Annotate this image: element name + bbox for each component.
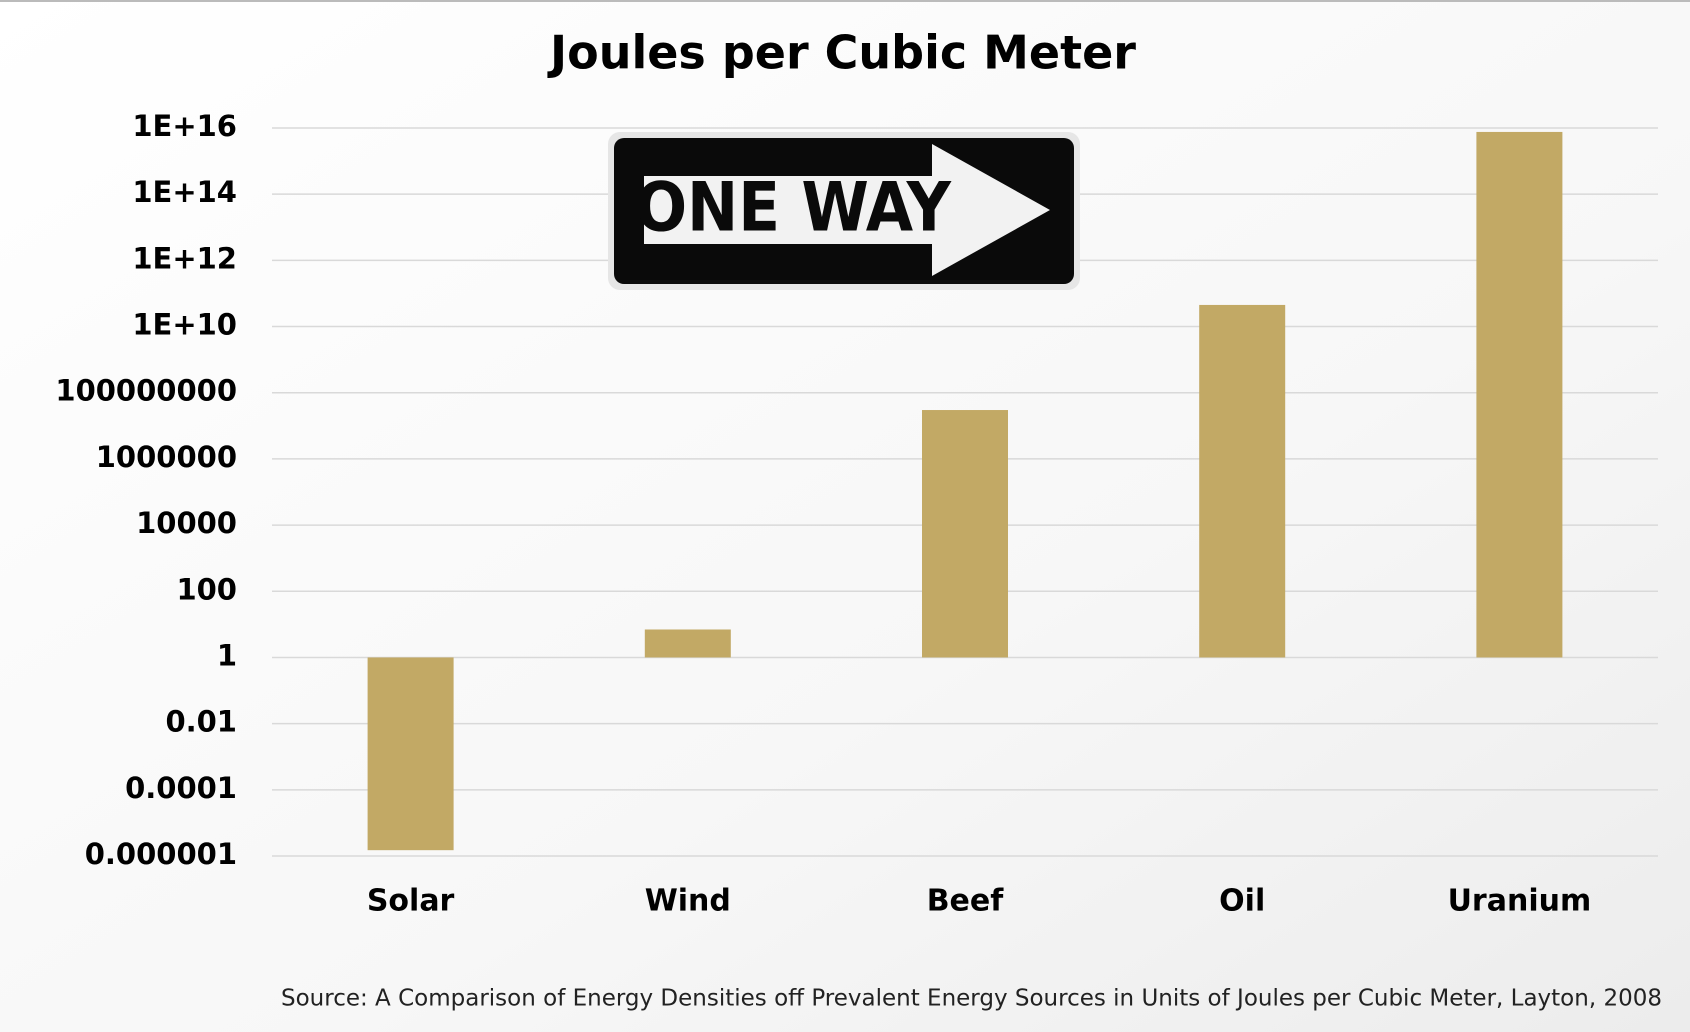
bar	[922, 410, 1008, 658]
y-tick-label: 0.0001	[125, 771, 237, 805]
y-tick-label: 10000	[136, 506, 237, 540]
x-tick-label: Uranium	[1448, 884, 1592, 919]
y-tick-label: 1E+14	[132, 175, 237, 209]
x-tick-label: Oil	[1219, 884, 1265, 919]
sign-text: ONE WAY	[635, 169, 952, 248]
bar	[1199, 304, 1286, 658]
y-tick-label: 0.000001	[85, 837, 237, 871]
y-tick-label: 1000000	[96, 440, 237, 474]
y-tick-label: 100000000	[55, 374, 237, 408]
sign-arrow	[644, 144, 1050, 276]
bar	[1476, 131, 1563, 658]
y-tick-label: 0.01	[165, 705, 237, 739]
bar	[644, 629, 731, 658]
y-tick-label: 1E+10	[132, 308, 237, 342]
x-tick-label: Beef	[927, 884, 1005, 919]
x-tick-label: Solar	[367, 884, 455, 919]
y-tick-label: 1E+12	[132, 241, 237, 275]
x-tick-label: Wind	[645, 884, 731, 919]
chart-title: Joules per Cubic Meter	[547, 26, 1136, 80]
one-way-sign: ONE WAY	[608, 132, 1080, 290]
y-tick-label: 100	[176, 572, 237, 606]
bar	[367, 657, 454, 851]
y-tick-label: 1E+16	[132, 109, 237, 143]
source-note: Source: A Comparison of Energy Densities…	[281, 986, 1662, 1012]
y-tick-label: 1	[217, 638, 237, 672]
